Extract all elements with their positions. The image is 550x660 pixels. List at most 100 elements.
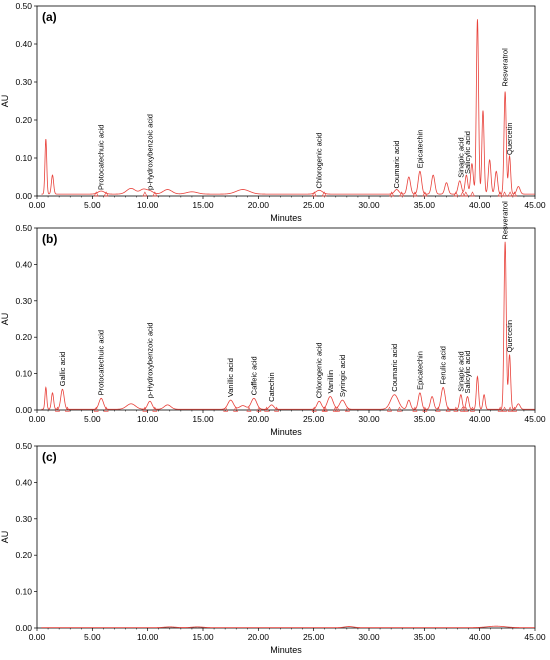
- integration-marker: [142, 191, 148, 197]
- integration-marker: [233, 406, 239, 412]
- y-tick-label: 0.20: [15, 550, 32, 560]
- y-axis-label: AU: [0, 95, 10, 108]
- integration-marker: [344, 406, 350, 412]
- y-axis-label: AU: [0, 531, 10, 544]
- x-tick-label: 5.00: [84, 632, 101, 642]
- y-tick-label: 0.30: [15, 296, 32, 306]
- peak-label: Sinapic acid: [456, 137, 465, 177]
- integration-marker: [103, 191, 109, 197]
- plot-frame: [36, 445, 536, 629]
- x-tick-label: 0.00: [29, 414, 46, 424]
- integration-marker: [497, 191, 503, 197]
- peak-label: Salicylic acid: [463, 131, 472, 174]
- x-tick-label: 30.00: [358, 414, 380, 424]
- y-tick-label: 0.40: [15, 39, 32, 49]
- chart-panel-2: 0.00 0.10 0.20 0.30 0.40 0.50 0.00 5.00 10.00 15.…: [0, 201, 546, 437]
- integration-marker: [386, 406, 392, 412]
- integration-marker: [453, 406, 459, 412]
- integration-marker: [497, 406, 503, 412]
- integration-marker: [256, 406, 262, 412]
- integration-marker: [93, 406, 99, 412]
- integration-marker: [507, 191, 513, 197]
- peak-label: Chlorogenic acid: [315, 342, 324, 398]
- peak-label: p-Hydroxybenzoic acid: [145, 114, 154, 190]
- x-tick-label: 25.00: [303, 200, 325, 210]
- integration-marker: [512, 191, 518, 197]
- y-tick-label: 0.50: [15, 1, 32, 11]
- chromatogram-trace: [41, 625, 535, 629]
- chart-panel-3: 0.00 0.10 0.20 0.30 0.40 0.50 0.00 5.00 10.00 15.…: [0, 441, 546, 655]
- integration-marker: [463, 406, 469, 412]
- integration-marker: [152, 406, 158, 412]
- x-tick-label: 30.00: [358, 200, 380, 210]
- x-tick-label: 40.00: [469, 414, 491, 424]
- y-tick-label: 0.10: [15, 369, 32, 379]
- integration-marker: [412, 406, 418, 412]
- integration-marker: [399, 191, 405, 197]
- panel-label: (a): [42, 10, 57, 24]
- x-tick-label: 15.00: [192, 200, 214, 210]
- integration-marker: [502, 191, 508, 197]
- x-tick-label: 20.00: [248, 414, 270, 424]
- integration-marker: [334, 406, 340, 412]
- peak-label: Resveratrol: [501, 201, 510, 240]
- y-tick-label: 0.40: [15, 259, 32, 269]
- integration-marker: [321, 191, 327, 197]
- y-tick-label: 0.20: [15, 115, 32, 125]
- y-tick-label: 0.00: [15, 623, 32, 633]
- integration-marker: [311, 406, 317, 412]
- integration-marker: [396, 406, 402, 412]
- integration-marker: [507, 406, 513, 412]
- x-tick-label: 35.00: [414, 414, 436, 424]
- integration-marker: [142, 406, 148, 412]
- peak-label: Quercetin: [505, 122, 514, 155]
- peak-label: Coumaric acid: [392, 141, 401, 189]
- peak-label: Coumaric acid: [390, 344, 399, 392]
- plot-frame: [36, 5, 536, 197]
- peak-label: Quercetin: [505, 320, 514, 353]
- x-tick-label: 20.00: [248, 632, 270, 642]
- integration-marker: [502, 406, 508, 412]
- x-tick-label: 15.00: [192, 414, 214, 424]
- integration-marker: [469, 191, 475, 197]
- x-tick-label: 25.00: [303, 632, 325, 642]
- y-tick-label: 0.40: [15, 477, 32, 487]
- x-tick-label: 10.00: [137, 632, 159, 642]
- peak-label: Protocatechuic acid: [97, 125, 106, 190]
- chromatogram-trace: [41, 19, 535, 195]
- peak-label: Catechin: [267, 372, 276, 402]
- x-axis-label: Minutes: [270, 645, 302, 655]
- panel-label: (c): [42, 450, 57, 464]
- integration-marker: [463, 191, 469, 197]
- panel-label: (b): [42, 232, 57, 246]
- integration-marker: [54, 406, 60, 412]
- integration-marker: [103, 406, 109, 412]
- peak-label: Resveratrol: [501, 48, 510, 87]
- y-tick-label: 0.30: [15, 77, 32, 87]
- integration-marker: [274, 406, 280, 412]
- x-tick-label: 10.00: [137, 414, 159, 424]
- integration-marker: [460, 406, 465, 412]
- peak-label: Ferulic acid: [439, 346, 448, 384]
- y-tick-label: 0.50: [15, 223, 32, 233]
- y-axis-label: AU: [0, 313, 10, 326]
- peak-label: Vanillin: [326, 370, 335, 394]
- x-tick-label: 25.00: [303, 414, 325, 424]
- y-tick-label: 0.10: [15, 587, 32, 597]
- y-tick-label: 0.00: [15, 405, 32, 415]
- integration-marker: [460, 191, 465, 197]
- y-tick-label: 0.20: [15, 332, 32, 342]
- x-tick-label: 0.00: [29, 632, 46, 642]
- integration-marker: [389, 191, 395, 197]
- integration-marker: [422, 191, 428, 197]
- x-tick-label: 10.00: [137, 200, 159, 210]
- integration-marker: [264, 406, 270, 412]
- integration-marker: [223, 406, 229, 412]
- y-tick-label: 0.30: [15, 514, 32, 524]
- integration-marker: [152, 191, 158, 197]
- x-tick-label: 35.00: [414, 632, 436, 642]
- plot-frame: [36, 227, 536, 411]
- integration-marker: [311, 191, 317, 197]
- peak-label: Caffeic acid: [249, 356, 258, 395]
